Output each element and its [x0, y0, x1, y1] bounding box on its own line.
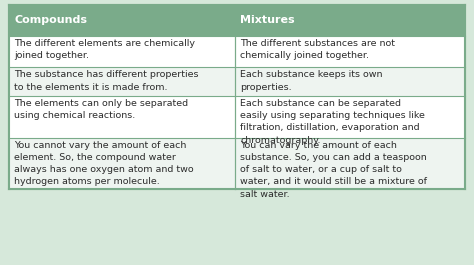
Bar — [9, 36, 465, 67]
Text: You can vary the amount of each
substance. So, you can add a teaspoon
of salt to: You can vary the amount of each substanc… — [240, 141, 428, 198]
Text: Each substance can be separated
easily using separating techniques like
filtrati: Each substance can be separated easily u… — [240, 99, 425, 145]
Text: The elements can only be separated
using chemical reactions.: The elements can only be separated using… — [14, 99, 188, 120]
Text: Compounds: Compounds — [14, 15, 87, 25]
Bar — [9, 67, 465, 96]
Bar — [9, 5, 465, 189]
Text: The substance has different properties
to the elements it is made from.: The substance has different properties t… — [14, 70, 199, 92]
Bar — [9, 138, 465, 189]
Text: Each substance keeps its own
properties.: Each substance keeps its own properties. — [240, 70, 383, 92]
Text: The different elements are chemically
joined together.: The different elements are chemically jo… — [14, 39, 195, 60]
Text: Mixtures: Mixtures — [240, 15, 295, 25]
Text: You cannot vary the amount of each
element. So, the compound water
always has on: You cannot vary the amount of each eleme… — [14, 141, 194, 187]
Bar — [9, 5, 465, 36]
Bar — [9, 96, 465, 138]
Text: The different substances are not
chemically joined together.: The different substances are not chemica… — [240, 39, 395, 60]
